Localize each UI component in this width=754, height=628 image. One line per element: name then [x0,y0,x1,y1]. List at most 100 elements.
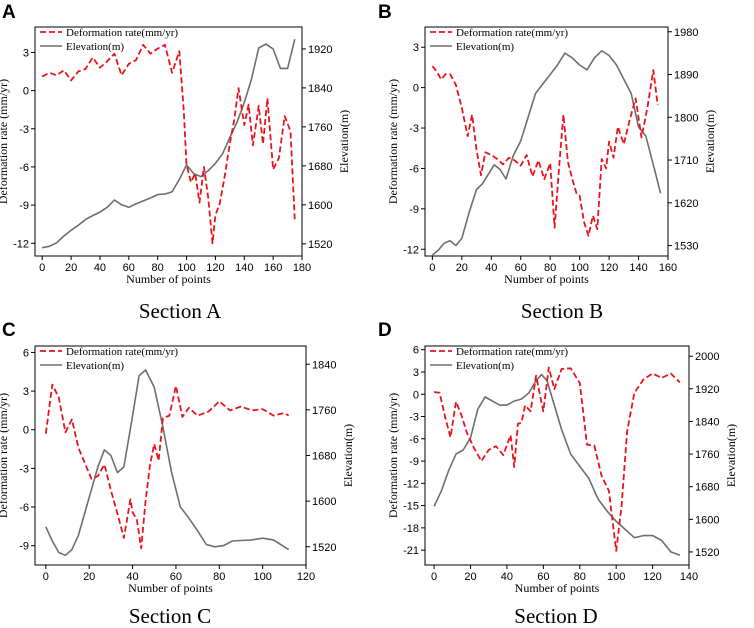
x-tick-label: 60 [515,262,527,274]
x-tick-label: 0 [43,571,49,583]
x-tick-label: 40 [94,262,106,274]
y-left-axis-label: Deformation rate (mm/yr) [0,79,10,204]
y-right-tick-label: 1920 [308,44,332,56]
x-tick-label: 120 [600,262,618,274]
y-right-tick-label: 1520 [308,239,332,251]
legend-deformation-label: Deformation rate(mm/yr) [456,27,568,39]
x-tick-label: 80 [574,571,586,583]
y-left-tick-label: -6 [19,162,29,174]
x-axis-label: Number of points [515,581,600,595]
y-left-tick-label: 6 [413,345,419,357]
x-tick-label: 20 [65,262,77,274]
x-tick-label: 80 [152,262,164,274]
y-right-axis-label: Elevation(m) [337,110,351,173]
x-tick-label: 20 [464,571,476,583]
x-tick-label: 160 [264,262,282,274]
elevation-line [431,49,662,256]
x-tick-label: 80 [544,262,556,274]
y-left-tick-label: -3 [409,123,419,135]
y-left-tick-label: 0 [23,86,29,98]
legend-elevation-label: Elevation(m) [456,41,514,53]
y-right-axis-label: Elevation(m) [341,424,355,487]
plot-frame [34,26,303,257]
y-right-tick-label: 1840 [695,416,719,428]
y-right-tick-label: 1840 [308,83,332,95]
y-left-tick-label: -6 [19,502,29,514]
panel-letter: D [378,320,392,341]
y-left-tick-label: -3 [19,463,29,475]
y-right-tick-label: 1840 [312,359,336,371]
y-left-tick-label: 0 [413,83,419,95]
plot-frame [424,345,690,566]
elevation-line [45,369,290,557]
x-axis-label: Number of points [128,581,213,595]
x-tick-label: 40 [501,571,513,583]
panel-d: D Section D 0 20 40 60 80 100 120 140-21-18-15-… [378,320,738,628]
y-right-tick-label: 1680 [308,161,332,173]
y-right-axis-label: Elevation(m) [703,110,717,173]
y-right-tick-label: 1600 [695,514,719,526]
y-right-axis-label: Elevation(m) [724,424,738,487]
panel-b: B Section B 0 20 40 60 80 100 120 140 160 -12 -9 -6… [378,2,717,323]
y-right-tick-label: 1760 [308,122,332,134]
y-left-tick-label: -9 [409,204,419,216]
y-left-tick-label: -12 [403,478,419,490]
x-tick-label: 100 [253,571,271,583]
panel-caption: Section C [129,604,211,628]
x-tick-label: 100 [177,262,195,274]
legend-deformation-label: Deformation rate(mm/yr) [456,346,568,358]
chart-section-a: 0 20 40 60 80 100 120 140 160 180 -12 -9 -6 -3 0 3 1520 1… [0,26,351,286]
x-tick-label: 60 [170,571,182,583]
x-tick-label: 20 [83,571,95,583]
x-tick-label: 160 [659,262,677,274]
x-tick-label: 140 [629,262,647,274]
y-left-tick-label: 0 [23,425,29,437]
x-tick-label: 100 [570,262,588,274]
y-right-tick-label: 1710 [674,155,698,167]
y-left-tick-label: -15 [403,501,419,513]
y-left-tick-label: -21 [403,545,419,557]
deformation-rate-line [44,383,290,550]
x-tick-label: 120 [297,571,315,583]
y-left-axis-label: Deformation rate (mm/yr) [386,393,400,518]
elevation-line [42,39,296,249]
x-tick-label: 140 [235,262,253,274]
x-tick-label: 140 [680,571,698,583]
panel-caption: Section B [521,299,603,323]
y-left-tick-label: -3 [19,124,29,136]
x-tick-label: 80 [213,571,225,583]
y-right-tick-label: 1920 [695,384,719,396]
y-left-tick-label: -6 [409,163,419,175]
y-right-tick-label: 1980 [674,27,698,39]
x-tick-label: 0 [431,571,437,583]
panel-a: A Section A 0 20 40 60 80 100 120 140 160 180 -12 -… [0,2,351,323]
x-tick-label: 40 [126,571,138,583]
x-tick-label: 120 [206,262,224,274]
y-left-tick-label: -9 [19,200,29,212]
x-tick-label: 0 [39,262,45,274]
deformation-rate-line [433,366,681,552]
y-left-axis-label: Deformation rate (mm/yr) [0,393,10,518]
x-axis-label: Number of points [504,272,589,286]
legend-elevation-label: Elevation(m) [456,360,514,372]
panel-caption: Section A [139,299,222,323]
x-axis-label: Number of points [126,272,211,286]
chart-section-c: 0 20 40 60 80 100 120 -9 -6 -3 0 3 6 1520 1600 1680 1760… [0,345,355,595]
y-left-tick-label: 3 [413,367,419,379]
x-tick-label: 100 [607,571,625,583]
y-left-tick-label: -9 [19,541,29,553]
panel-caption: Section D [514,604,597,628]
y-left-tick-label: -3 [409,412,419,424]
y-left-tick-label: 3 [413,42,419,54]
legend-deformation-label: Deformation rate(mm/yr) [66,346,178,358]
y-right-tick-label: 1600 [312,496,336,508]
legend-elevation-label: Elevation(m) [66,360,124,372]
x-tick-label: 60 [123,262,135,274]
y-right-tick-label: 1600 [308,200,332,212]
legend-elevation-label: Elevation(m) [66,41,124,53]
y-left-tick-label: -12 [13,238,29,250]
y-left-tick-label: 6 [23,347,29,359]
panel-letter: C [2,320,16,341]
y-left-axis-label: Deformation rate (mm/yr) [386,79,400,204]
